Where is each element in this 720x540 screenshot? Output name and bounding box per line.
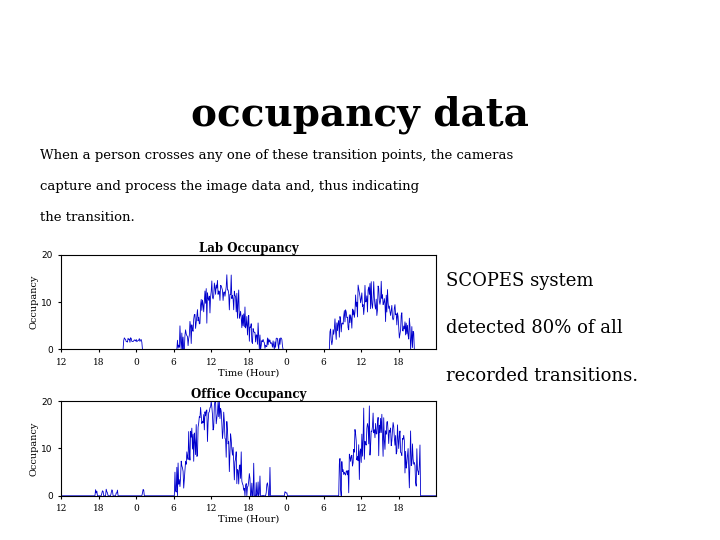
Text: When a person crosses any one of these transition points, the cameras: When a person crosses any one of these t… bbox=[40, 150, 513, 163]
Text: the transition.: the transition. bbox=[40, 211, 135, 224]
Title: Lab Occupancy: Lab Occupancy bbox=[199, 242, 298, 255]
X-axis label: Time (Hour): Time (Hour) bbox=[217, 515, 279, 523]
Text: ASU: ASU bbox=[18, 21, 82, 49]
Text: SCOPES system: SCOPES system bbox=[446, 272, 594, 290]
X-axis label: Time (Hour): Time (Hour) bbox=[217, 368, 279, 377]
Text: recorded transitions.: recorded transitions. bbox=[446, 367, 639, 384]
Text: UNIVERSITY: UNIVERSITY bbox=[83, 40, 153, 50]
Y-axis label: Occupancy: Occupancy bbox=[30, 275, 39, 329]
Y-axis label: Occupancy: Occupancy bbox=[30, 421, 39, 476]
Text: occupancy data: occupancy data bbox=[191, 96, 529, 134]
Text: ARIZONA STATE: ARIZONA STATE bbox=[83, 18, 174, 28]
Title: Office Occupancy: Office Occupancy bbox=[191, 388, 306, 401]
Text: capture and process the image data and, thus indicating: capture and process the image data and, … bbox=[40, 180, 419, 193]
Text: detected 80% of all: detected 80% of all bbox=[446, 319, 623, 338]
